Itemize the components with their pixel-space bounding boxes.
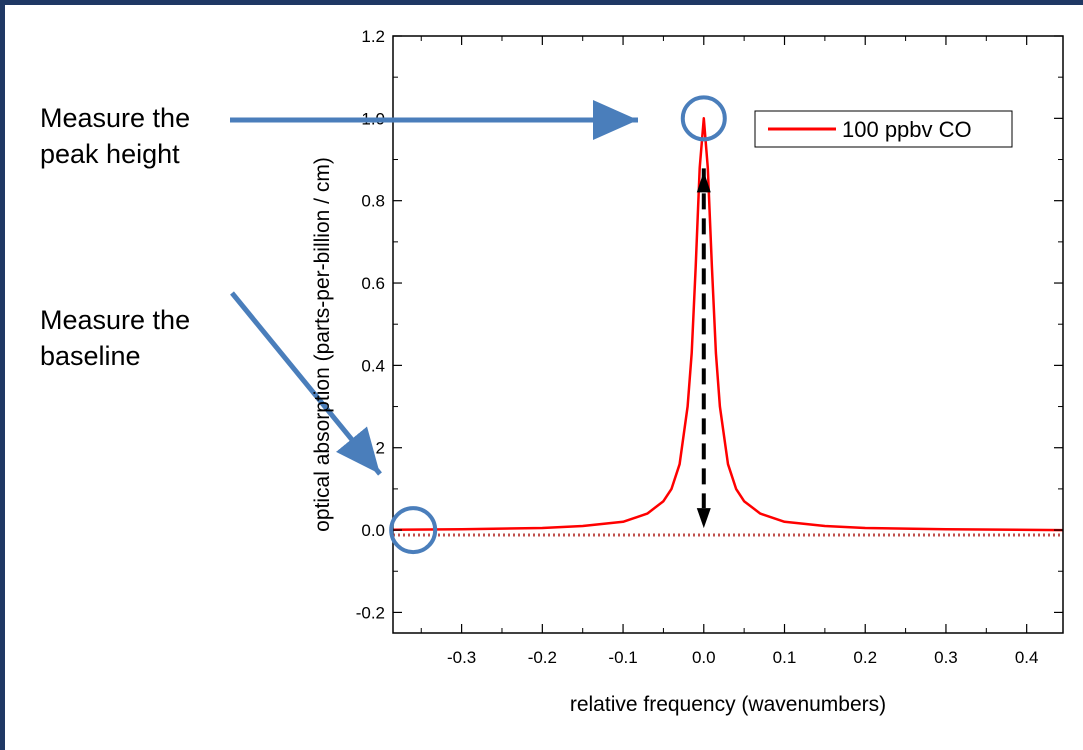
y-tick-label: 0.6 xyxy=(361,274,385,293)
y-tick-label: 1.2 xyxy=(361,27,385,46)
y-tick-label: 0.4 xyxy=(361,356,385,375)
x-tick-label: 0.0 xyxy=(692,648,716,667)
axes-layer: -0.3 -0.2 -0.1 0.0 0.1 0.2 0.3 0.4-0.20.00.20.4… xyxy=(356,27,1064,667)
baseline-circle xyxy=(389,506,438,555)
x-tick-label: -0.3 xyxy=(447,648,476,667)
x-tick-label: -0.1 xyxy=(608,648,637,667)
x-tick-label: -0.2 xyxy=(528,648,557,667)
x-tick-label: 0.4 xyxy=(1015,648,1039,667)
y-tick-label: 0.0 xyxy=(361,521,385,540)
measure-arrow-head-down xyxy=(696,508,711,529)
baseline-callout-line2: baseline xyxy=(40,341,141,371)
baseline-callout-arrow xyxy=(230,291,382,476)
plot-frame xyxy=(392,35,1064,634)
baseline-callout-line1: Measure the xyxy=(40,305,191,335)
series-line xyxy=(392,117,1064,532)
legend: 100 ppbv CO xyxy=(754,110,1013,148)
peak-callout-line2: peak height xyxy=(40,139,180,169)
baseline-callout-text: Measure the baseline xyxy=(40,302,190,374)
legend-label: 100 ppbv CO xyxy=(842,117,972,142)
x-tick-label: 0.2 xyxy=(853,648,877,667)
peak-callout-text: Measure the peak height xyxy=(40,100,190,172)
series-layer xyxy=(392,117,1064,537)
peak-callout-line1: Measure the xyxy=(40,103,191,133)
measure-arrow-layer xyxy=(696,168,711,529)
callout-layer xyxy=(230,95,727,555)
y-tick-label: 0.8 xyxy=(361,192,385,211)
y-tick-label: -0.2 xyxy=(356,603,385,622)
x-tick-label: 0.1 xyxy=(773,648,797,667)
x-axis-title: relative frequency (wavenumbers) xyxy=(570,693,886,716)
x-tick-label: 0.3 xyxy=(934,648,958,667)
peak-circle xyxy=(680,95,727,142)
measure-arrow-head-up xyxy=(696,171,711,193)
y-axis-title: optical absorption (parts-per-billion / … xyxy=(311,157,334,532)
